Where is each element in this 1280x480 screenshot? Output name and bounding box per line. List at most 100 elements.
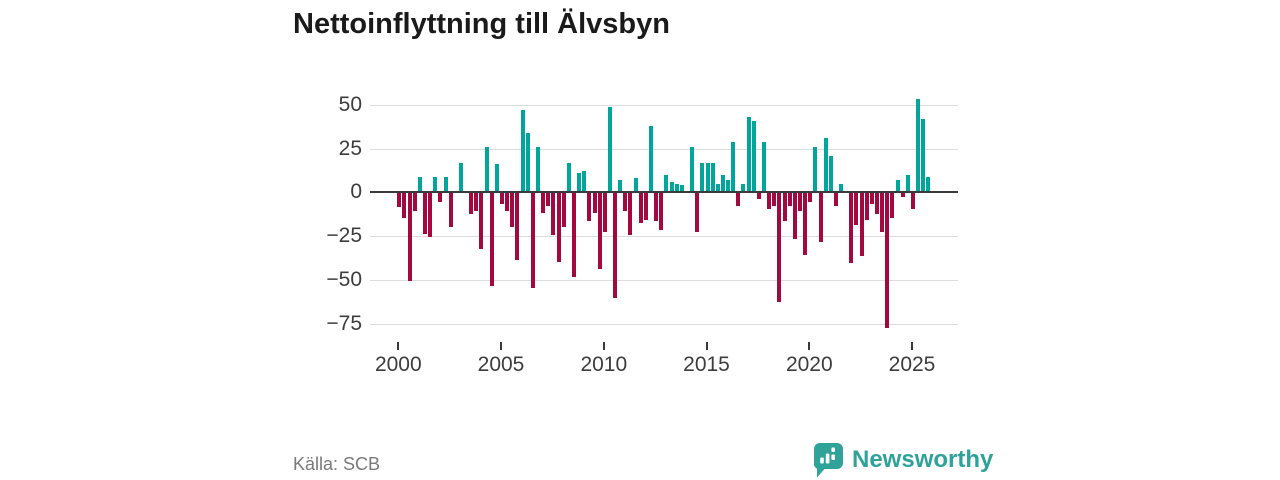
chart-title: Nettoinflyttning till Älvsbyn <box>293 8 670 40</box>
bar <box>690 146 695 193</box>
bar <box>715 183 720 193</box>
bar <box>813 146 818 193</box>
x-tick-mark <box>602 342 605 350</box>
bar <box>828 155 833 193</box>
bar <box>484 146 489 193</box>
bar <box>674 183 679 193</box>
bar <box>474 193 479 211</box>
bar-chart-speech-bubble-icon <box>813 442 844 478</box>
bar <box>494 164 499 193</box>
bar <box>669 181 674 193</box>
bar <box>762 141 767 193</box>
bar <box>500 193 505 204</box>
bar <box>869 193 874 204</box>
bar <box>921 118 926 193</box>
bar <box>654 193 659 222</box>
bar <box>880 193 885 232</box>
bar <box>751 120 756 193</box>
bar <box>515 193 520 260</box>
gridline <box>370 104 958 106</box>
bar <box>885 193 890 329</box>
bar <box>561 193 566 227</box>
x-tick-mark <box>705 342 708 350</box>
bar <box>782 193 787 222</box>
bar <box>592 193 597 213</box>
bar <box>505 193 510 211</box>
bar <box>679 185 684 193</box>
bar <box>582 171 587 193</box>
bar <box>787 193 792 206</box>
x-tick-label: 2015 <box>683 353 730 376</box>
bar <box>695 193 700 232</box>
bar <box>659 193 664 231</box>
x-tick-label: 2010 <box>580 353 628 376</box>
bar <box>577 173 582 193</box>
bar <box>916 99 921 193</box>
bar <box>803 193 808 255</box>
bar <box>417 176 422 193</box>
y-tick-label: 50 <box>338 92 362 116</box>
bar <box>700 162 705 193</box>
bar <box>530 193 535 288</box>
bar <box>710 162 715 193</box>
bar <box>643 193 648 220</box>
bar <box>469 193 474 215</box>
y-tick-label: −25 <box>326 224 362 248</box>
gridline <box>370 236 958 238</box>
bar <box>571 193 576 278</box>
x-tick-label: 2000 <box>374 353 422 376</box>
bar <box>741 183 746 193</box>
bar <box>854 193 859 225</box>
bar <box>402 193 407 218</box>
bar <box>833 193 838 206</box>
y-tick-label: 25 <box>338 136 362 160</box>
bar <box>911 193 915 210</box>
y-axis-labels: 50 25 0 −25 −50 −75 <box>278 0 362 480</box>
bar <box>792 193 797 239</box>
bar <box>618 180 623 193</box>
bar <box>797 193 802 211</box>
bar <box>823 138 828 193</box>
gridline <box>370 279 958 281</box>
x-tick-label: 2020 <box>785 353 833 376</box>
bar <box>566 162 571 193</box>
x-tick-mark <box>500 342 502 350</box>
bar <box>546 193 551 206</box>
bar <box>720 174 725 193</box>
bar <box>649 125 653 193</box>
bar <box>736 193 741 206</box>
bar <box>433 176 438 193</box>
bar <box>859 193 864 257</box>
bar <box>438 193 443 203</box>
bar <box>397 193 402 208</box>
bar <box>875 193 880 215</box>
bar <box>839 183 844 193</box>
bar <box>767 193 772 210</box>
bar <box>726 180 731 193</box>
bar <box>772 193 777 206</box>
bar <box>746 117 751 193</box>
source-note: Källa: SCB <box>293 454 381 474</box>
bar <box>489 193 494 287</box>
y-tick-label: −50 <box>326 267 362 291</box>
zero-axis-line <box>370 191 958 194</box>
bar <box>510 193 515 227</box>
x-tick-label: 2005 <box>477 353 525 376</box>
gridline <box>370 323 958 325</box>
bar <box>597 193 602 269</box>
bar <box>705 162 710 193</box>
bar <box>587 193 592 222</box>
bar <box>448 193 453 227</box>
plot-area: 2000 2005 2010 2015 2020 2025 <box>370 85 958 376</box>
bar <box>458 162 463 193</box>
x-tick-mark <box>911 342 913 350</box>
bar <box>536 146 540 193</box>
bar <box>818 193 823 243</box>
bar <box>905 174 910 193</box>
bar <box>525 132 530 193</box>
x-tick-mark <box>397 342 400 350</box>
bar <box>777 193 782 302</box>
bar <box>520 110 525 193</box>
x-tick-label: 2025 <box>888 353 936 376</box>
bar <box>479 193 484 250</box>
